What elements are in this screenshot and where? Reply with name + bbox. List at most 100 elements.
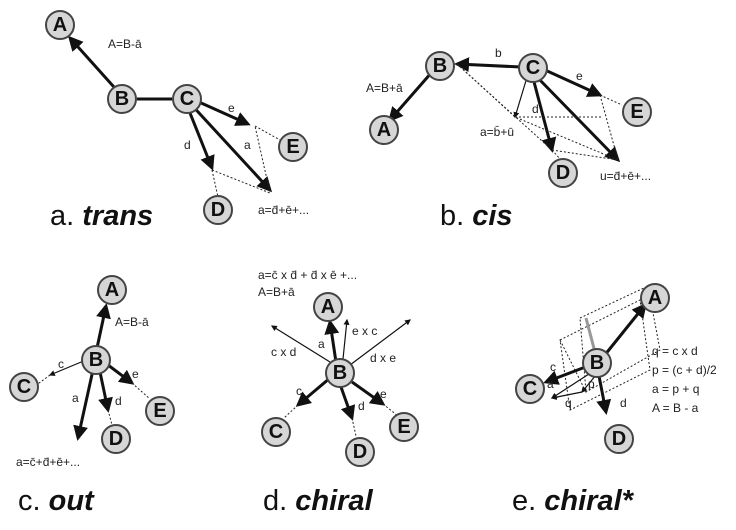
equation-d2: A=B+ā (258, 285, 295, 299)
equation-e2: p = (c + d)/2 (652, 363, 717, 377)
label-d: d (358, 399, 365, 413)
node-a: A (640, 283, 670, 313)
arrow-p (581, 374, 597, 393)
svg-text:A: A (321, 296, 335, 318)
caption-e: e. chiral* (512, 485, 635, 517)
arrow-e (544, 68, 603, 97)
label-cxd: c x d (271, 345, 296, 359)
arrow-a (324, 319, 340, 363)
edge-b-a (388, 71, 434, 123)
label-b: b (495, 46, 502, 60)
caption-b: b. cis (440, 200, 513, 232)
equation-e3: a = p + q (652, 382, 699, 396)
svg-text:B: B (115, 88, 129, 110)
construction-box-1 (579, 285, 661, 393)
node-e: E (145, 396, 175, 426)
node-d: D (203, 195, 233, 225)
node-a: A (97, 275, 127, 305)
label-c: c (296, 384, 302, 398)
edge-b-a (67, 35, 124, 98)
equation-c2: a=c̄+d̄+ē+... (16, 455, 80, 469)
label-c: c (550, 360, 556, 374)
node-e: E (622, 97, 652, 127)
arrow-a (73, 369, 95, 441)
svg-text:C: C (523, 378, 537, 400)
arrow-e (107, 363, 135, 385)
sum-parallelogram (211, 125, 271, 194)
arrow-q (550, 391, 583, 401)
node-a: A (45, 10, 75, 40)
label-a: a (547, 377, 554, 391)
label-e: e (380, 387, 387, 401)
node-b: B (425, 51, 455, 81)
equation-c1: A=B-ā (115, 315, 149, 329)
arrow-b (454, 57, 522, 73)
equation-b2: a=b̄+ū (480, 125, 514, 139)
caption-c: c. out (18, 485, 95, 517)
node-c: C (261, 417, 291, 447)
arrow-d (596, 375, 612, 415)
svg-text:B: B (333, 362, 347, 384)
equation-b1: A=B+ā (366, 81, 403, 95)
equation-e1: q = c x d (652, 344, 698, 358)
label-exc: e x c (352, 324, 377, 338)
label-e: e (132, 367, 139, 381)
arrow-a (186, 99, 273, 193)
panel-a: A B C D E d a e A=B-ā a=d̄+ē+... a. tran… (45, 10, 309, 232)
node-d: D (604, 424, 634, 454)
label-d: d (620, 396, 627, 410)
arrow-cxd (270, 325, 331, 363)
arrow-d (339, 386, 356, 421)
panel-d: A B C D E a c d e c x d e x c d x e a=c̄… (258, 268, 419, 517)
svg-text:D: D (211, 199, 225, 221)
arrow-c (48, 359, 87, 376)
svg-text:B: B (433, 55, 447, 77)
svg-text:C: C (180, 88, 194, 110)
svg-text:E: E (286, 136, 299, 158)
svg-text:A: A (648, 287, 662, 309)
label-d: d (184, 138, 191, 152)
svg-text:D: D (612, 428, 626, 450)
svg-text:E: E (153, 400, 166, 422)
label-q: q (565, 396, 572, 410)
construction-box-2 (559, 299, 651, 411)
label-a: a (244, 138, 251, 152)
svg-text:D: D (556, 162, 570, 184)
arrow-c (295, 376, 331, 407)
svg-text:B: B (89, 349, 103, 371)
equation-a2: a=d̄+ē+... (258, 203, 309, 217)
label-d: d (532, 102, 539, 116)
panel-c: A B C D E c a d e A=B-ā a=c̄+d̄+ē+... c.… (9, 275, 175, 517)
svg-text:C: C (17, 376, 31, 398)
caption-d: d. chiral (263, 485, 374, 517)
arrow-dxe (349, 319, 411, 366)
svg-text:E: E (397, 416, 410, 438)
panel-b: A B C D E b d e A=B+ā a=b̄+ū u=d̄+ē+... … (366, 46, 652, 232)
arrow-d (98, 371, 113, 413)
label-e: e (576, 69, 583, 83)
svg-text:A: A (377, 119, 391, 141)
node-a: A (369, 115, 399, 145)
svg-text:A: A (105, 279, 119, 301)
node-c: C (515, 374, 545, 404)
node-a: A (313, 292, 343, 322)
equation-a1: A=B-ā (108, 37, 142, 51)
label-e: e (228, 101, 235, 115)
node-e: E (278, 132, 308, 162)
arrow-e (351, 380, 386, 406)
equation-b3: u=d̄+ē+... (600, 169, 651, 183)
svg-text:B: B (590, 352, 604, 374)
arrow-exc (342, 318, 350, 360)
arrow-d (184, 102, 215, 171)
node-b: B (81, 345, 111, 375)
svg-text:C: C (269, 421, 283, 443)
edge-b-a (95, 303, 111, 349)
label-d: d (115, 394, 122, 408)
node-c: C (518, 53, 548, 83)
node-e: E (389, 412, 419, 442)
node-b: B (325, 358, 355, 388)
panel-e: A B C D c a p q d q = c x d p = (c + d)/… (512, 283, 717, 517)
svg-text:D: D (109, 428, 123, 450)
arrow-a (550, 371, 593, 399)
